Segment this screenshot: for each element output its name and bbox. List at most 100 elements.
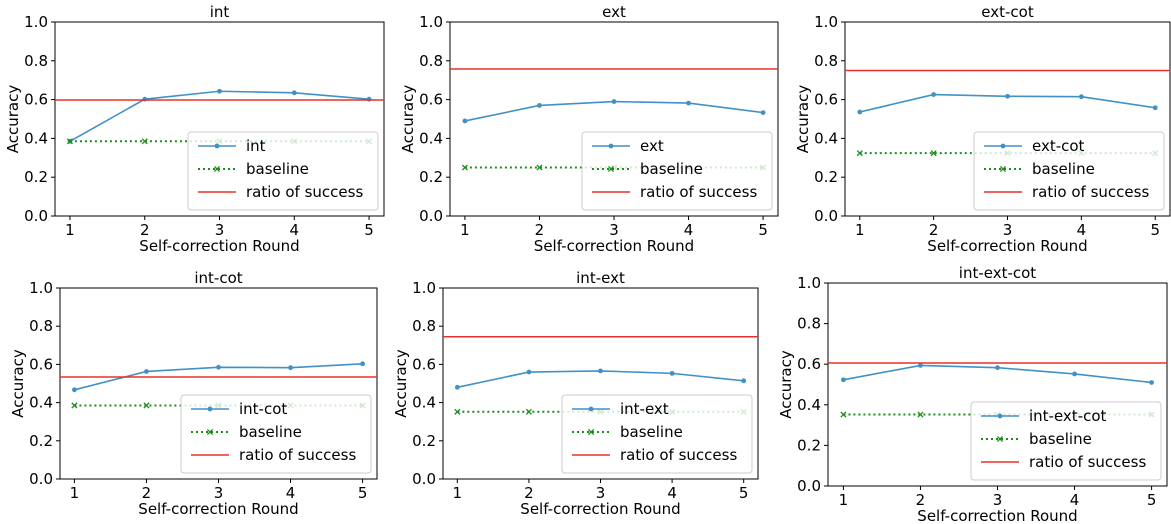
- legend-swatch-marker: [996, 435, 1004, 443]
- legend-item: baseline: [572, 423, 683, 441]
- baseline-point: [454, 408, 461, 415]
- legend: int-ext baseline ratio of success: [561, 394, 753, 474]
- y-tick-label: 0.8: [419, 52, 443, 70]
- y-axis-label: Accuracy: [399, 85, 417, 154]
- x-tick-label: 2: [535, 221, 545, 239]
- baseline-point: [461, 164, 468, 171]
- y-tick-label: 0.0: [412, 470, 436, 488]
- x-tick-label: 4: [289, 221, 299, 239]
- series-point: [1005, 93, 1010, 99]
- series-point: [142, 96, 148, 102]
- y-tick-label: 0.4: [412, 394, 436, 412]
- y-tick-label: 0.4: [419, 129, 443, 147]
- y-tick-label: 0.8: [814, 52, 838, 70]
- y-tick-label: 0.6: [419, 91, 443, 109]
- baseline-point: [917, 411, 924, 418]
- x-tick-label: 1: [70, 484, 80, 502]
- series-point: [144, 369, 149, 374]
- x-tick-label: 5: [1150, 221, 1160, 239]
- series-point: [918, 363, 923, 368]
- x-tick-label: 4: [684, 221, 694, 239]
- x-tick-label: 5: [364, 221, 374, 239]
- chart-title: ext-cot: [981, 3, 1034, 21]
- legend-item: ext-cot: [984, 137, 1085, 155]
- y-tick-label: 0.2: [814, 168, 838, 186]
- legend-swatch-marker: [214, 143, 220, 149]
- x-axis-label: Self-correction Round: [138, 500, 298, 518]
- series-main: [857, 92, 1158, 115]
- y-axis-label: Accuracy: [777, 350, 795, 419]
- series-point: [1152, 105, 1158, 111]
- chart-panel-6: int-ext-cot 0.0 0.2 0.4 0.6 0.8 1.0 1 2 3 4 5 Self-c…: [777, 264, 1168, 524]
- legend-item: int-cot: [191, 400, 287, 418]
- x-tick-label: 3: [993, 491, 1003, 509]
- y-tick-label: 0.2: [29, 432, 53, 450]
- y-tick-label: 0.8: [797, 315, 821, 333]
- legend-item: baseline: [191, 423, 302, 441]
- series-point: [1149, 380, 1154, 385]
- y-tick-label: 0.8: [412, 317, 436, 335]
- y-tick-label: 0.6: [797, 355, 821, 373]
- x-tick-label: 5: [758, 221, 768, 239]
- baseline-point: [536, 164, 543, 171]
- legend-label: ratio of success: [239, 446, 356, 464]
- series-point: [72, 387, 77, 393]
- legend-box: [187, 131, 379, 211]
- legend-box: [973, 131, 1165, 211]
- y-tick-label: 0.6: [814, 91, 838, 109]
- x-tick-label: 3: [609, 221, 619, 239]
- y-tick-label: 0.6: [29, 355, 53, 373]
- baseline-point: [66, 138, 74, 145]
- legend-swatch-marker: [997, 413, 1003, 419]
- series-point: [995, 365, 1000, 371]
- x-tick-label: 2: [140, 221, 150, 239]
- legend-label: baseline: [239, 423, 302, 441]
- legend-swatch-marker: [608, 143, 614, 149]
- y-tick-label: 0.0: [29, 470, 53, 488]
- y-tick-label: 0.0: [814, 207, 838, 225]
- legend-box: [970, 401, 1162, 481]
- legend-label: ratio of success: [620, 446, 737, 464]
- legend-label: int-ext-cot: [1029, 407, 1107, 425]
- legend: int baseline ratio of success: [187, 131, 379, 211]
- x-tick-label: 5: [739, 484, 749, 502]
- y-axis-label: Accuracy: [392, 349, 410, 418]
- x-tick-label: 1: [839, 491, 849, 509]
- legend-item: ratio of success: [191, 446, 356, 464]
- series-point: [611, 99, 617, 104]
- series-line: [457, 370, 744, 389]
- y-tick-label: 1.0: [797, 274, 821, 292]
- baseline-point: [856, 150, 863, 157]
- legend-label: int-cot: [239, 400, 287, 418]
- x-tick-label: 1: [855, 221, 865, 239]
- y-tick-label: 1.0: [24, 13, 48, 31]
- chart-panel-1: int 0.0 0.2 0.4 0.6 0.8 1.0 1 2 3 4 5 Self-correctio…: [4, 3, 385, 255]
- series-point: [526, 369, 532, 375]
- legend-label: ratio of success: [1032, 183, 1149, 201]
- x-tick-label: 3: [214, 484, 224, 502]
- y-tick-label: 0.2: [419, 168, 443, 186]
- series-point: [686, 100, 691, 106]
- series-main: [454, 368, 747, 390]
- x-tick-label: 2: [916, 491, 926, 509]
- baseline-point: [840, 411, 847, 418]
- legend-item: ext: [592, 137, 664, 155]
- legend-item: int: [198, 137, 266, 155]
- y-tick-label: 0.2: [24, 168, 48, 186]
- y-tick-label: 0.0: [24, 207, 48, 225]
- x-tick-label: 4: [667, 484, 677, 502]
- x-axis-label: Self-correction Round: [927, 237, 1087, 255]
- legend-swatch-marker: [207, 406, 213, 412]
- legend-item: ratio of success: [592, 183, 757, 201]
- legend-swatch-marker: [206, 428, 214, 436]
- y-tick-label: 0.6: [24, 91, 48, 109]
- legend: ext-cot baseline ratio of success: [973, 131, 1165, 211]
- series-point: [1072, 371, 1077, 377]
- y-tick-label: 0.8: [24, 52, 48, 70]
- y-tick-label: 0.4: [814, 129, 838, 147]
- series-point: [366, 96, 372, 102]
- legend-swatch-marker: [607, 165, 615, 173]
- legend-item: ratio of success: [198, 183, 363, 201]
- y-tick-label: 0.4: [29, 394, 53, 412]
